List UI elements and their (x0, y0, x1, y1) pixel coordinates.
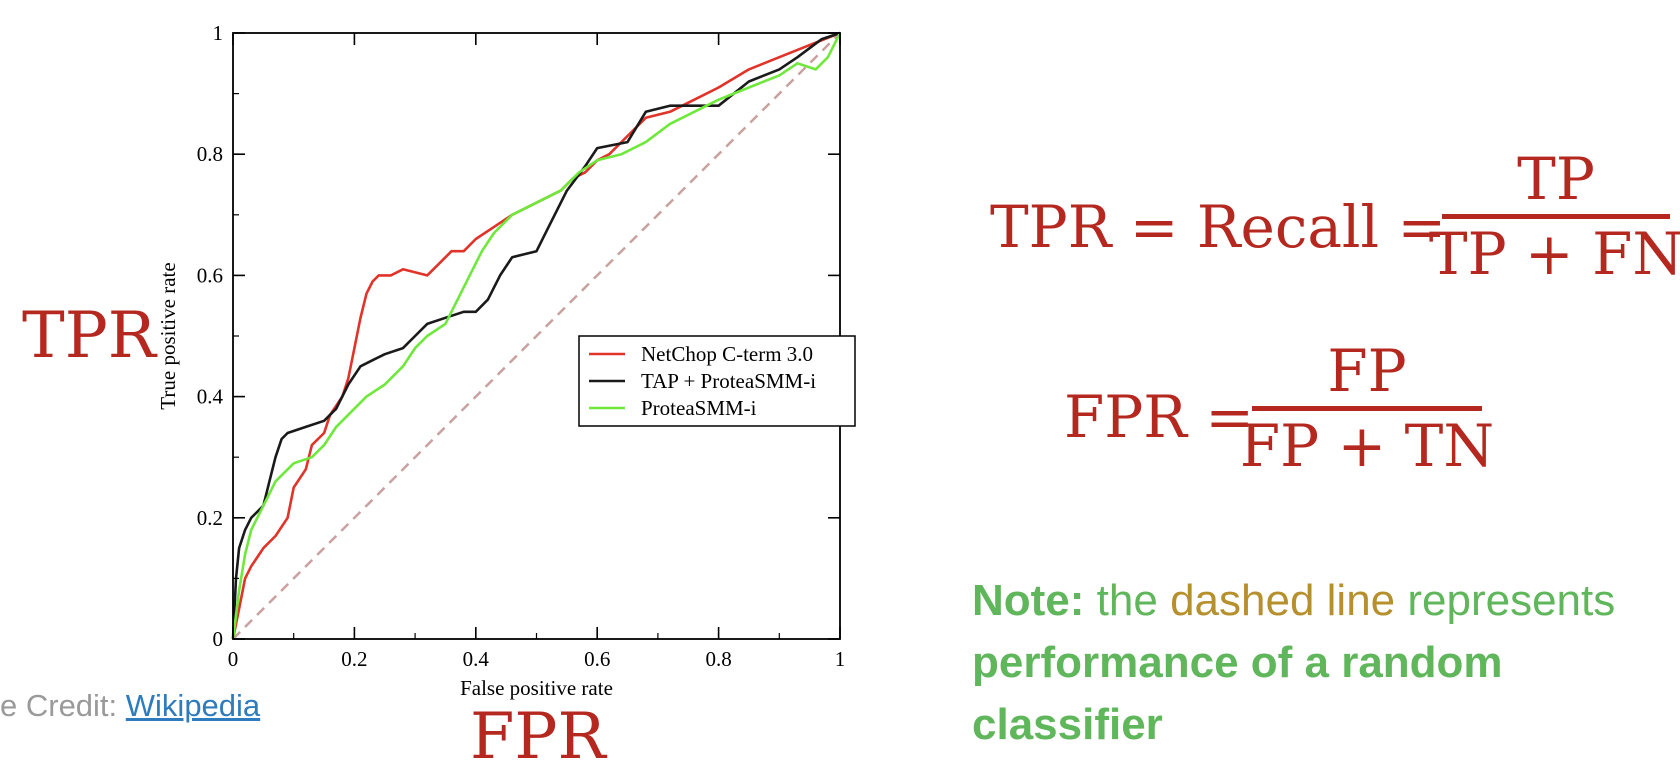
x-tick-label: 0.6 (584, 647, 610, 671)
note-highlight: dashed line (1170, 576, 1396, 625)
fpr-bottom-label: FPR (470, 700, 606, 774)
y-tick-label: 0.6 (197, 263, 223, 287)
plot-area: 0 0.2 0.4 0.6 0.8 1 0 0.2 0.4 0.6 0.8 1 False positi… (156, 21, 856, 700)
wikipedia-link[interactable]: Wikipedia (125, 688, 261, 723)
tpr-fraction-bar (1442, 214, 1670, 219)
x-tick-label: 0.8 (705, 647, 731, 671)
tpr-fraction: TP TP + FN (1429, 145, 1680, 283)
x-tick-label: 1 (835, 647, 846, 671)
reference-diagonal-line (232, 32, 841, 640)
series-line-1 (231, 31, 841, 640)
tpr-numerator: TP (1517, 145, 1595, 213)
legend-label-2: TAP + ProteaSMM-i (641, 369, 816, 393)
tpr-side-label: TPR (22, 299, 156, 373)
note-text: Note: the dashed line represents perform… (972, 570, 1672, 756)
legend-label-3: ProteaSMM-i (641, 396, 757, 420)
x-axis-label: False positive rate (460, 676, 613, 700)
tpr-denominator: TP + FN (1428, 220, 1680, 288)
x-tick-label: 0.2 (341, 647, 367, 671)
series-line-2 (231, 31, 841, 640)
series-line-3 (231, 32, 842, 640)
y-tick-label: 0.4 (197, 385, 224, 409)
y-tick-label: 0.8 (197, 142, 223, 166)
fpr-denominator: FP + TN (1239, 412, 1495, 480)
note-text-2: represents (1395, 576, 1616, 625)
tpr-formula-lhs: TPR = Recall = (990, 193, 1447, 261)
note-label: Note: (972, 576, 1085, 625)
y-tick-label: 0.2 (197, 506, 223, 530)
note-text-1: the (1084, 576, 1171, 625)
y-tick-label: 0 (213, 627, 224, 651)
legend-label-1: NetChop C-term 3.0 (641, 342, 813, 366)
roc-chart: 0 0.2 0.4 0.6 0.8 1 0 0.2 0.4 0.6 0.8 1 False positi… (156, 21, 856, 700)
y-tick-label: 1 (213, 21, 224, 45)
fpr-numerator: FP (1327, 337, 1407, 405)
x-tick-label: 0 (228, 647, 239, 671)
y-axis-label: True positive rate (156, 262, 180, 409)
fpr-fraction-bar (1252, 406, 1482, 411)
credit-prefix: e Credit: (0, 688, 126, 723)
image-credit: e Credit: Wikipedia (0, 688, 260, 724)
note-bold-text: performance of a random classifier (972, 638, 1503, 749)
x-tick-label: 0.4 (463, 647, 490, 671)
fpr-formula-lhs: FPR = (1064, 383, 1254, 451)
fpr-fraction: FP FP + TN (1240, 337, 1494, 475)
